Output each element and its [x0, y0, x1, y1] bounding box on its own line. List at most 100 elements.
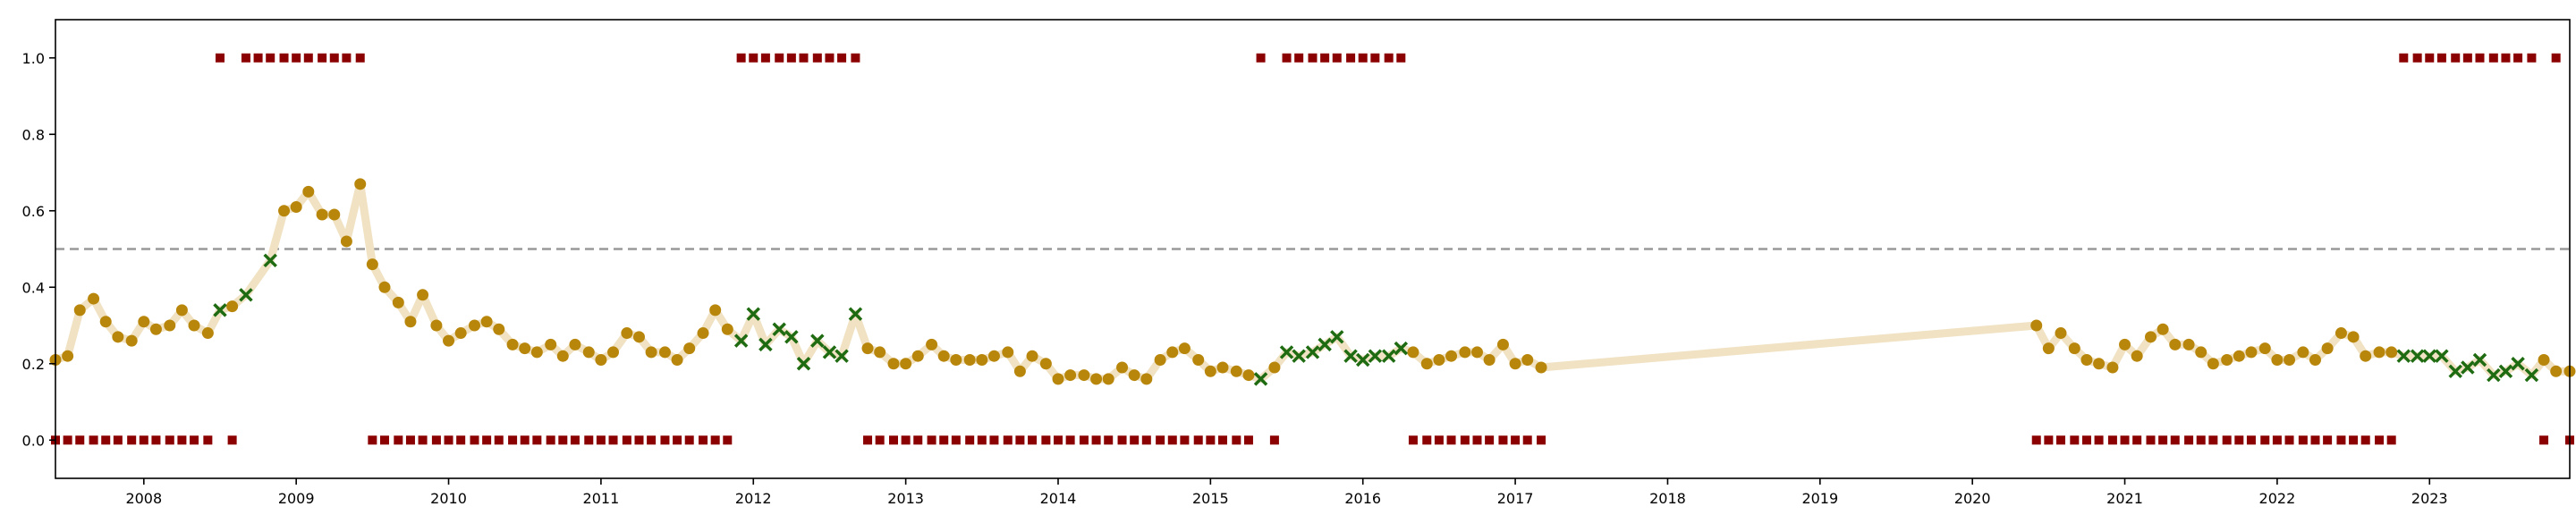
data-point-square: [1141, 435, 1151, 445]
data-point-square: [825, 53, 835, 63]
data-point-square: [927, 435, 936, 445]
data-point-circle: [621, 327, 633, 340]
data-point-square: [1206, 435, 1216, 445]
data-point-square: [736, 53, 746, 63]
data-point-circle: [506, 338, 519, 350]
data-point-square: [241, 53, 250, 63]
data-point-square: [2360, 435, 2370, 445]
data-point-square: [2146, 435, 2156, 445]
data-point-square: [673, 435, 682, 445]
data-point-square: [444, 435, 453, 445]
data-point-circle: [417, 289, 429, 301]
data-point-square: [2070, 435, 2080, 445]
x-tick-label: 2023: [2411, 490, 2448, 507]
data-point-square: [608, 435, 618, 445]
data-point-square: [889, 435, 898, 445]
data-point-square: [965, 435, 975, 445]
data-point-circle: [1192, 353, 1205, 366]
data-point-square: [2208, 435, 2218, 445]
data-point-cross: [1330, 330, 1344, 344]
data-point-square: [2527, 53, 2537, 63]
axes-frame: [55, 19, 2571, 479]
data-point-cross: [822, 345, 837, 359]
data-point-circle: [1026, 350, 1038, 362]
data-point-square: [1117, 435, 1127, 445]
data-point-square: [342, 53, 352, 63]
data-point-square: [2260, 435, 2270, 445]
data-point-circle: [2195, 346, 2207, 359]
data-point-square: [2044, 435, 2054, 445]
data-point-square: [1446, 435, 1456, 445]
data-point-square: [2425, 53, 2435, 63]
data-point-cross: [733, 333, 749, 348]
x-axis: 2008 2009 2010 2011 2012 2013 2014 2015 2016 2017…: [125, 478, 2448, 507]
data-point-circle: [987, 350, 1000, 362]
data-point-cross: [796, 357, 811, 371]
data-point-square: [2451, 53, 2461, 63]
data-point-circle: [1178, 342, 1191, 355]
data-point-cross: [835, 349, 849, 363]
data-point-circle: [1013, 365, 1026, 377]
data-point-square: [63, 435, 72, 445]
data-point-square: [1422, 435, 1432, 445]
data-point-circle: [2055, 327, 2067, 340]
data-point-circle: [1002, 346, 1014, 359]
data-point-square: [329, 53, 339, 63]
data-point-square: [1015, 435, 1025, 445]
data-point-square: [837, 53, 847, 63]
data-point-circle: [976, 353, 988, 366]
x-tick-label: 2019: [1801, 490, 1838, 507]
data-point-square: [1269, 435, 1279, 445]
data-point-square: [1053, 435, 1063, 445]
data-point-square: [2412, 53, 2422, 63]
data-point-cross: [810, 333, 825, 348]
data-point-square: [2246, 435, 2256, 445]
data-point-square: [1294, 53, 1304, 63]
data-point-square: [431, 435, 441, 445]
data-point-square: [508, 435, 518, 445]
data-point-square: [139, 435, 148, 445]
data-point-circle: [1445, 350, 1458, 362]
data-point-square: [799, 53, 809, 63]
data-point-circle: [1052, 373, 1064, 385]
data-point-square: [913, 435, 923, 445]
data-point-circle: [887, 358, 900, 370]
data-point-circle: [632, 331, 645, 343]
data-point-cross: [772, 322, 786, 337]
data-point-circle: [2207, 358, 2219, 370]
data-point-square: [113, 435, 123, 445]
data-point-circle: [278, 205, 291, 217]
data-point-cross: [1253, 372, 1268, 386]
data-point-circle: [2131, 350, 2143, 362]
data-point-square: [1308, 53, 1318, 63]
y-tick-label: 0.8: [22, 126, 45, 143]
data-point-circle: [340, 235, 352, 248]
data-point-circle: [1535, 361, 1547, 374]
data-point-circle: [62, 350, 74, 362]
data-point-square: [2539, 435, 2549, 445]
x-tick-label: 2017: [1497, 490, 1534, 507]
x-tick-label: 2012: [735, 490, 772, 507]
data-point-circle: [874, 346, 886, 359]
data-point-cross: [1305, 345, 1320, 359]
data-point-square: [2196, 435, 2206, 445]
data-point-square: [2349, 435, 2359, 445]
data-point-cross: [2422, 349, 2437, 363]
y-axis: 0.0 0.2 0.4 0.6 0.8 1.0: [22, 50, 55, 449]
data-point-circle: [2068, 342, 2080, 355]
trend-line-layer: [51, 180, 2574, 384]
data-point-square: [253, 53, 263, 63]
data-point-square: [1332, 53, 1342, 63]
x-tick-label: 2011: [583, 490, 620, 507]
data-point-square: [1472, 435, 1482, 445]
data-point-circle: [709, 304, 722, 317]
data-point-square: [1079, 435, 1089, 445]
data-point-square: [1180, 435, 1190, 445]
data-point-square: [1511, 435, 1521, 445]
data-point-circle: [2360, 350, 2372, 362]
data-point-circle: [582, 346, 595, 359]
data-point-square: [2184, 435, 2194, 445]
data-point-circle: [2233, 350, 2245, 362]
axes-border: [55, 19, 2571, 479]
data-point-circle: [138, 316, 150, 328]
